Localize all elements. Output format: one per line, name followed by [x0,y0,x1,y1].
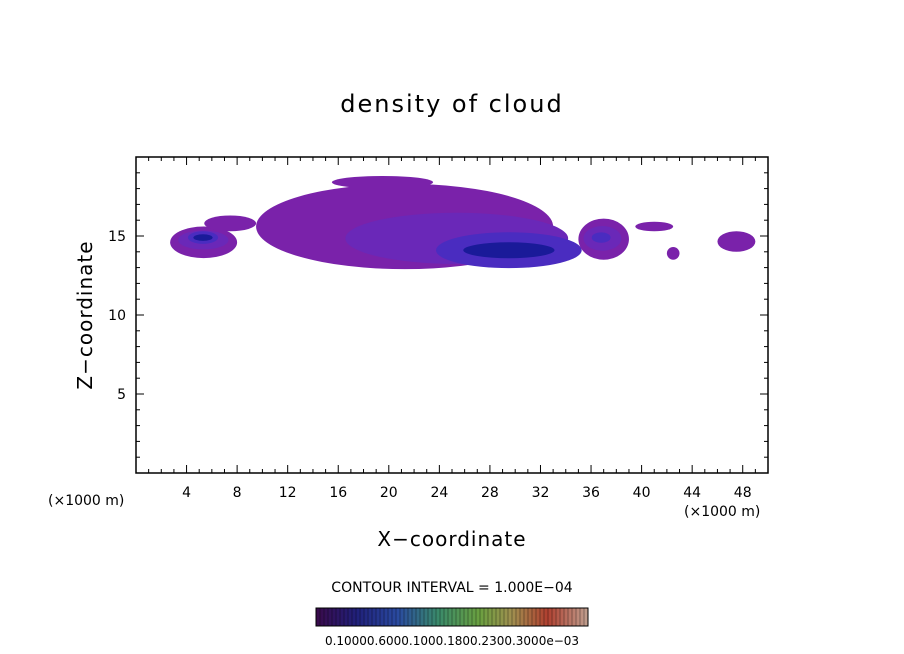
cloud-48 [717,231,756,252]
x-tick-label: 28 [481,485,499,501]
cloud-outer [204,215,257,232]
y-tick-label: 10 [108,308,126,324]
contour-interval-label: CONTOUR INTERVAL = 1.000E−04 [331,580,572,596]
x-unit-label: (×1000 m) [684,504,760,520]
y-tick-labels: 5 10 15 [108,229,126,403]
cloud-inner [591,232,611,243]
x-tick-label: 32 [532,485,550,501]
x-tick-label: 8 [233,485,242,501]
cloud-core [463,242,555,259]
x-tick-label: 48 [734,485,752,501]
cloud-left-top [204,215,257,232]
cloud-42-top [635,221,674,232]
x-tick-label: 36 [582,485,600,501]
cloud-core [193,234,213,241]
cloud-top-strip [331,175,434,189]
axis-ticks [136,157,768,473]
x-tick-label: 44 [683,485,701,501]
x-tick-label: 20 [380,485,398,501]
y-unit-label: (×1000 m) [48,493,124,509]
y-axis-label: Z−coordinate [73,240,97,389]
cloud-43 [666,247,680,260]
x-tick-label: 24 [430,485,448,501]
colorbar-labels: 0.10000.6000.1000.1800.2300.3000e−03 [325,634,579,648]
cloud-outer [717,231,756,252]
cloud-small-left [170,226,238,259]
cloud-main [256,183,582,270]
x-tick-label: 4 [182,485,191,501]
cloud-outer [666,247,680,260]
chart-title: density of cloud [340,90,563,118]
y-tick-label: 5 [117,387,126,403]
x-axis-label: X−coordinate [377,527,526,551]
x-tick-label: 40 [633,485,651,501]
colorbar-ticks [319,608,585,626]
cloud-field [170,175,756,270]
cloud-outer [331,175,434,189]
y-tick-label: 15 [108,229,126,245]
x-tick-labels: 4 8 12 16 20 24 28 32 36 40 44 48 [182,485,752,501]
cloud-outer [635,221,674,232]
cloud-36 [578,218,629,260]
x-tick-label: 12 [279,485,297,501]
x-tick-label: 16 [329,485,347,501]
